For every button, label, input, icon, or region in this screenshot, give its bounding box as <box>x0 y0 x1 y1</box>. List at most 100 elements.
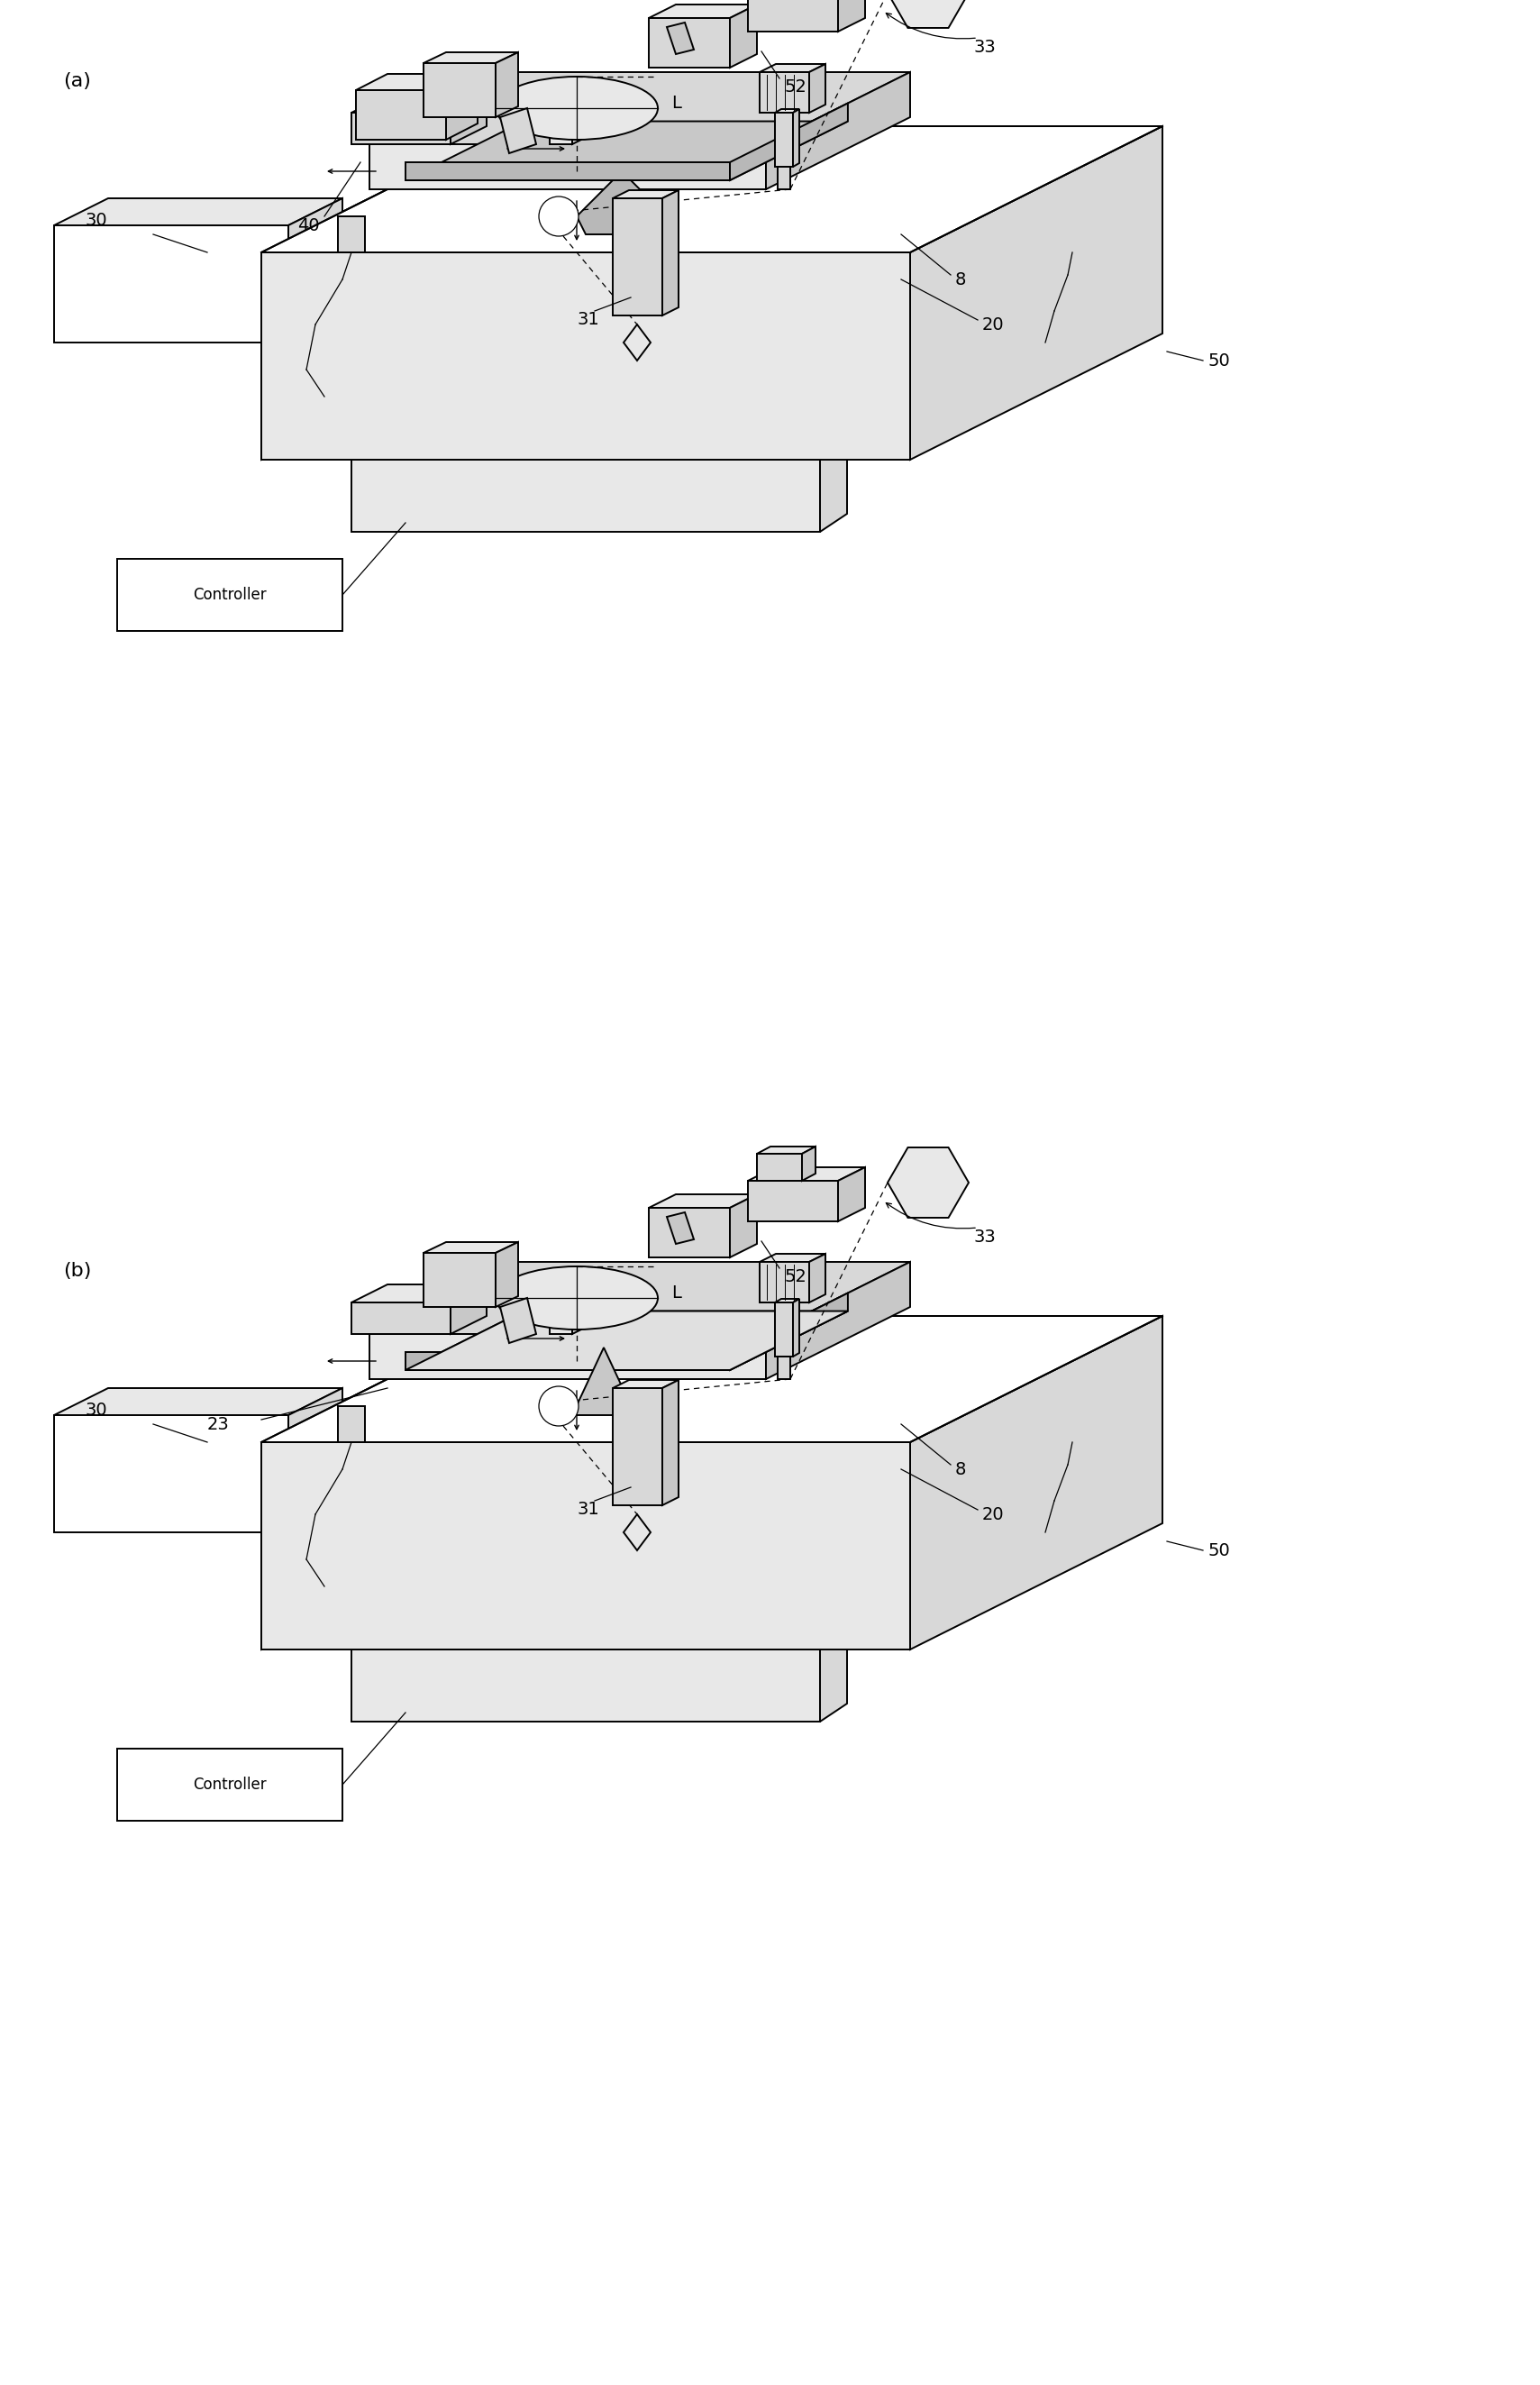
Polygon shape <box>778 1357 790 1379</box>
Polygon shape <box>793 1300 799 1357</box>
Text: L: L <box>671 1286 681 1302</box>
Text: 40: 40 <box>297 217 320 234</box>
Polygon shape <box>405 1352 730 1369</box>
Polygon shape <box>775 1300 799 1302</box>
Polygon shape <box>775 112 793 167</box>
Polygon shape <box>262 126 1163 253</box>
Polygon shape <box>838 0 865 31</box>
Text: 33: 33 <box>973 1228 995 1245</box>
Text: 52: 52 <box>784 79 807 95</box>
Text: 31: 31 <box>576 1500 599 1519</box>
Polygon shape <box>748 1181 838 1221</box>
Text: 8: 8 <box>955 272 966 289</box>
Polygon shape <box>351 1302 451 1333</box>
Polygon shape <box>370 143 765 188</box>
Polygon shape <box>624 324 650 360</box>
Polygon shape <box>838 1166 865 1221</box>
Polygon shape <box>337 1407 365 1443</box>
Polygon shape <box>887 1147 969 1219</box>
Polygon shape <box>573 112 581 143</box>
Polygon shape <box>759 1255 825 1262</box>
Polygon shape <box>424 62 496 117</box>
Polygon shape <box>573 1302 581 1333</box>
Text: 20: 20 <box>983 315 1004 334</box>
Polygon shape <box>337 217 365 253</box>
Polygon shape <box>424 1252 496 1307</box>
Polygon shape <box>262 126 514 460</box>
Polygon shape <box>765 1262 910 1379</box>
Text: 23: 23 <box>208 1417 229 1433</box>
Polygon shape <box>405 1312 849 1369</box>
Polygon shape <box>748 0 838 31</box>
Ellipse shape <box>496 76 658 141</box>
Polygon shape <box>351 460 819 532</box>
Polygon shape <box>910 1317 1163 1650</box>
Polygon shape <box>802 1147 816 1181</box>
Polygon shape <box>405 122 849 181</box>
Text: 20: 20 <box>983 1505 1004 1524</box>
Polygon shape <box>550 1307 573 1333</box>
Text: Controller: Controller <box>192 1777 266 1794</box>
Polygon shape <box>778 167 790 188</box>
Polygon shape <box>54 224 288 343</box>
Text: 30: 30 <box>86 1402 108 1419</box>
Polygon shape <box>613 1381 679 1388</box>
Polygon shape <box>351 112 451 143</box>
Text: (a): (a) <box>63 72 91 91</box>
Polygon shape <box>501 107 536 153</box>
Polygon shape <box>613 198 662 315</box>
Polygon shape <box>424 52 517 62</box>
Polygon shape <box>550 112 581 117</box>
Polygon shape <box>496 52 517 117</box>
Polygon shape <box>910 126 1163 460</box>
Polygon shape <box>667 1212 695 1245</box>
Polygon shape <box>793 110 799 167</box>
Polygon shape <box>351 1650 819 1722</box>
Bar <box>117 1748 342 1820</box>
Polygon shape <box>819 441 847 532</box>
Polygon shape <box>748 1166 865 1181</box>
Polygon shape <box>662 191 679 315</box>
Polygon shape <box>288 1388 342 1531</box>
Polygon shape <box>759 64 825 72</box>
Polygon shape <box>356 74 477 91</box>
Text: 50: 50 <box>1207 1541 1230 1560</box>
Polygon shape <box>758 1154 802 1181</box>
Polygon shape <box>54 1414 288 1531</box>
Polygon shape <box>648 1195 758 1207</box>
Polygon shape <box>351 1286 487 1302</box>
Polygon shape <box>613 1388 662 1505</box>
Polygon shape <box>262 1317 514 1650</box>
Circle shape <box>539 196 579 236</box>
Polygon shape <box>424 1243 517 1252</box>
Text: (b): (b) <box>63 1262 91 1281</box>
Polygon shape <box>54 198 342 224</box>
Polygon shape <box>262 1317 1163 1443</box>
Polygon shape <box>370 1333 765 1379</box>
Ellipse shape <box>496 1266 658 1328</box>
Polygon shape <box>887 0 969 29</box>
Polygon shape <box>648 1207 730 1257</box>
Polygon shape <box>451 1286 487 1333</box>
Text: L: L <box>671 95 681 112</box>
Polygon shape <box>54 1388 342 1414</box>
Polygon shape <box>759 1262 809 1302</box>
Polygon shape <box>730 1293 849 1369</box>
Circle shape <box>539 1386 579 1426</box>
Polygon shape <box>351 441 847 460</box>
Text: 8: 8 <box>955 1460 966 1479</box>
Polygon shape <box>351 95 487 112</box>
Polygon shape <box>808 1255 825 1302</box>
Text: Controller: Controller <box>192 587 266 603</box>
Text: 52: 52 <box>784 1269 807 1286</box>
Polygon shape <box>405 1312 849 1369</box>
Polygon shape <box>262 1443 910 1650</box>
Polygon shape <box>447 74 477 141</box>
Polygon shape <box>775 110 799 112</box>
Polygon shape <box>351 1631 847 1650</box>
Polygon shape <box>662 1381 679 1505</box>
Polygon shape <box>759 72 809 112</box>
Polygon shape <box>613 191 679 198</box>
Polygon shape <box>262 253 910 460</box>
Polygon shape <box>501 1297 536 1343</box>
